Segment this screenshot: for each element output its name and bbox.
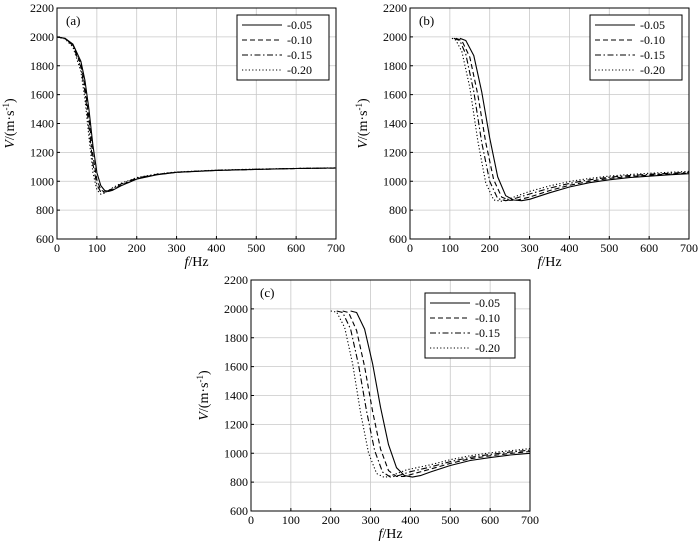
x-tick-label: 600 bbox=[640, 241, 658, 255]
y-tick-label: 1800 bbox=[224, 331, 248, 345]
x-tick-label: 400 bbox=[207, 241, 225, 255]
y-tick-label: 1600 bbox=[383, 88, 407, 102]
legend-entry: -0.05 bbox=[640, 18, 665, 32]
y-tick-label: 2000 bbox=[224, 302, 248, 316]
series-line--0.15 bbox=[336, 310, 531, 478]
x-tick-label: 300 bbox=[521, 241, 539, 255]
x-tick-label: 200 bbox=[481, 241, 499, 255]
x-tick-label: 500 bbox=[441, 513, 459, 527]
legend-entry: -0.20 bbox=[640, 63, 665, 77]
y-tick-label: 1600 bbox=[30, 88, 54, 102]
legend-entry: -0.15 bbox=[287, 48, 312, 62]
y-tick-label: 600 bbox=[230, 504, 248, 518]
legend-entry: -0.05 bbox=[287, 18, 312, 32]
y-tick-label: 1800 bbox=[30, 59, 54, 73]
y-tick-label: 1200 bbox=[383, 145, 407, 159]
legend-entry: -0.10 bbox=[475, 311, 500, 325]
x-axis-label: f/Hz bbox=[184, 255, 208, 270]
x-tick-label: 300 bbox=[362, 513, 380, 527]
x-tick-label: 500 bbox=[600, 241, 618, 255]
x-tick-label: 200 bbox=[322, 513, 340, 527]
series-line--0.15 bbox=[453, 37, 690, 202]
y-tick-label: 1200 bbox=[224, 417, 248, 431]
y-tick-label: 1400 bbox=[30, 117, 54, 131]
x-tick-label: 0 bbox=[54, 241, 60, 255]
x-axis-label: f/Hz bbox=[378, 527, 402, 542]
x-tick-label: 700 bbox=[327, 241, 345, 255]
series-line--0.15 bbox=[56, 36, 337, 193]
y-tick-label: 600 bbox=[389, 232, 407, 246]
legend-entry: -0.05 bbox=[475, 296, 500, 310]
x-tick-label: 600 bbox=[481, 513, 499, 527]
y-tick-label: 1000 bbox=[383, 174, 407, 188]
series-line--0.10 bbox=[342, 310, 531, 477]
y-tick-label: 1400 bbox=[383, 117, 407, 131]
y-axis-label: V/(m·s-1) bbox=[354, 98, 371, 149]
series-line--0.20 bbox=[56, 36, 337, 195]
y-axis-label: V/(m·s-1) bbox=[195, 370, 212, 421]
x-axis-label: f/Hz bbox=[537, 255, 561, 270]
y-tick-label: 800 bbox=[389, 203, 407, 217]
legend: -0.05-0.10-0.15-0.20 bbox=[589, 14, 683, 81]
x-tick-label: 300 bbox=[168, 241, 186, 255]
y-tick-label: 1600 bbox=[224, 360, 248, 374]
legend: -0.05-0.10-0.15-0.20 bbox=[236, 14, 330, 81]
x-tick-label: 700 bbox=[680, 241, 698, 255]
legend-box bbox=[424, 292, 516, 359]
y-tick-label: 800 bbox=[230, 475, 248, 489]
y-tick-label: 2200 bbox=[30, 1, 54, 15]
x-tick-label: 100 bbox=[88, 241, 106, 255]
x-tick-label: 0 bbox=[407, 241, 413, 255]
legend-entry: -0.15 bbox=[475, 326, 500, 340]
x-tick-label: 400 bbox=[560, 241, 578, 255]
legend-box bbox=[236, 14, 330, 81]
legend-entry: -0.10 bbox=[640, 33, 665, 47]
x-tick-label: 600 bbox=[287, 241, 305, 255]
x-tick-label: 0 bbox=[248, 513, 254, 527]
y-tick-label: 1800 bbox=[383, 59, 407, 73]
x-tick-label: 200 bbox=[128, 241, 146, 255]
chart-panel-2: 0 100 200 300 400 500 600 700 600 800 1000 1200 1400… bbox=[354, 1, 698, 270]
panel-label: (c) bbox=[260, 285, 274, 300]
series-line--0.05 bbox=[350, 310, 531, 478]
series-line--0.20 bbox=[451, 37, 690, 202]
y-tick-label: 1000 bbox=[30, 174, 54, 188]
y-tick-label: 1000 bbox=[224, 446, 248, 460]
chart-panel-3: 0 100 200 300 400 500 600 700 600 800 1000 1200 1400… bbox=[195, 273, 539, 542]
legend-entry: -0.10 bbox=[287, 33, 312, 47]
y-tick-label: 2200 bbox=[383, 1, 407, 15]
y-tick-label: 1200 bbox=[30, 145, 54, 159]
y-tick-label: 2200 bbox=[224, 273, 248, 287]
y-axis-label: V/(m·s-1) bbox=[1, 98, 18, 149]
x-tick-label: 700 bbox=[521, 513, 539, 527]
series-line--0.10 bbox=[56, 36, 337, 193]
chart-panel-1: 0 100 200 300 400 500 600 700 600 800 1000 1200 1400… bbox=[1, 1, 345, 270]
legend-box bbox=[589, 14, 683, 81]
legend-entry: -0.20 bbox=[475, 341, 500, 355]
legend: -0.05-0.10-0.15-0.20 bbox=[424, 292, 516, 359]
y-tick-label: 600 bbox=[36, 232, 54, 246]
y-tick-label: 800 bbox=[36, 203, 54, 217]
series-line--0.10 bbox=[455, 37, 690, 201]
series-line--0.05 bbox=[459, 37, 690, 202]
x-tick-label: 100 bbox=[441, 241, 459, 255]
x-tick-label: 500 bbox=[247, 241, 265, 255]
x-tick-label: 400 bbox=[401, 513, 419, 527]
panel-label: (a) bbox=[66, 13, 80, 28]
y-tick-label: 2000 bbox=[383, 30, 407, 44]
legend-entry: -0.20 bbox=[287, 63, 312, 77]
panel-label: (b) bbox=[419, 13, 434, 28]
x-tick-label: 100 bbox=[282, 513, 300, 527]
legend-entry: -0.15 bbox=[640, 48, 665, 62]
y-tick-label: 1400 bbox=[224, 389, 248, 403]
y-tick-label: 2000 bbox=[30, 30, 54, 44]
